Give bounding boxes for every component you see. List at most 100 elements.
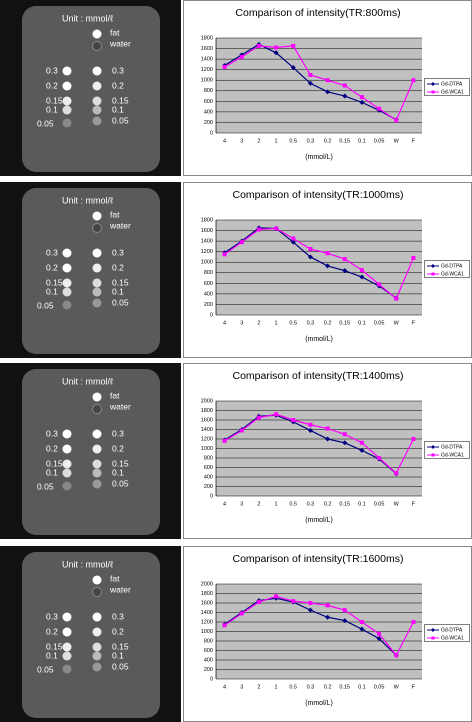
y-tick-label: 1800 xyxy=(201,35,213,41)
vial xyxy=(63,288,72,297)
left-label: 0.3 xyxy=(46,65,58,75)
x-tick-label: 4 xyxy=(223,684,226,690)
vial xyxy=(93,299,102,308)
fat-label: fat xyxy=(110,209,120,219)
chart-title: Comparison of intensity(TR:800ms) xyxy=(235,7,400,19)
legend-marker xyxy=(432,454,435,457)
marker xyxy=(240,611,244,615)
vial xyxy=(93,117,102,126)
x-tick-label: 4 xyxy=(223,138,226,144)
y-tick-label: 0 xyxy=(210,676,213,682)
left-label: 0.2 xyxy=(46,626,58,636)
y-tick-label: 600 xyxy=(204,99,213,105)
left-label: 0.3 xyxy=(46,247,58,257)
x-tick-label: 0.2 xyxy=(324,320,332,326)
y-tick-label: 0 xyxy=(210,312,213,318)
water-label: water xyxy=(109,584,131,594)
vial xyxy=(93,106,102,115)
unit-label: Unit : mmol/ℓ xyxy=(62,13,114,23)
legend-marker xyxy=(432,637,435,640)
marker xyxy=(360,620,364,624)
y-tick-label: 800 xyxy=(204,455,213,461)
right-label: 0.2 xyxy=(112,80,124,90)
left-label: 0.1 xyxy=(46,104,58,114)
y-tick-label: 1800 xyxy=(201,217,213,223)
x-tick-label: 1 xyxy=(275,320,278,326)
legend-label: Gd-WCA1 xyxy=(441,271,464,277)
y-tick-label: 1400 xyxy=(201,610,213,616)
x-tick-label: 1 xyxy=(275,501,278,507)
vial xyxy=(93,643,102,652)
fat-label: fat xyxy=(110,27,120,37)
vial xyxy=(93,480,102,489)
legend-label: Gd-DTPA xyxy=(441,81,463,87)
x-tick-label: 0.05 xyxy=(374,684,385,690)
right-label: 0.1 xyxy=(112,467,124,477)
x-tick-label: 0.15 xyxy=(339,138,350,144)
marker xyxy=(377,107,381,111)
left-label: 0.05 xyxy=(37,481,54,491)
phantom xyxy=(22,369,160,535)
right-label: 0.1 xyxy=(112,286,124,296)
vial xyxy=(93,279,102,288)
marker xyxy=(308,601,312,605)
y-tick-label: 1800 xyxy=(201,591,213,597)
vial xyxy=(93,652,102,661)
y-tick-label: 1400 xyxy=(201,427,213,433)
marker xyxy=(274,46,278,50)
marker xyxy=(240,240,244,244)
plot-area xyxy=(216,220,422,315)
x-tick-label: 1 xyxy=(275,138,278,144)
marker xyxy=(394,653,398,657)
vial xyxy=(93,588,102,597)
x-tick-label: 0.1 xyxy=(358,320,366,326)
y-tick-label: 1000 xyxy=(201,446,213,452)
vial xyxy=(63,119,72,128)
marker xyxy=(360,268,364,272)
marker xyxy=(308,423,312,427)
y-tick-label: 1200 xyxy=(201,67,213,73)
y-tick-label: 200 xyxy=(204,484,213,490)
x-tick-label: 0.3 xyxy=(307,501,315,507)
y-tick-label: 2000 xyxy=(201,581,213,587)
x-axis-label: (mmol/L) xyxy=(305,700,333,707)
right-label: 0.1 xyxy=(112,104,124,114)
x-tick-label: 0.1 xyxy=(358,501,366,507)
x-tick-label: 2 xyxy=(257,684,260,690)
marker xyxy=(360,441,364,445)
right-label: 0.2 xyxy=(112,626,124,636)
marker xyxy=(343,84,347,88)
vial xyxy=(63,82,72,91)
unit-label: Unit : mmol/ℓ xyxy=(62,559,114,569)
x-tick-label: 2 xyxy=(257,138,260,144)
x-tick-label: 3 xyxy=(240,138,243,144)
marker xyxy=(257,600,261,604)
marker xyxy=(377,282,381,286)
x-tick-label: 0.15 xyxy=(339,320,350,326)
x-tick-label: 3 xyxy=(240,501,243,507)
y-tick-label: 400 xyxy=(204,109,213,115)
vial xyxy=(63,264,72,273)
x-tick-label: 0.3 xyxy=(307,320,315,326)
x-tick-label: 0.5 xyxy=(289,684,297,690)
phantom xyxy=(22,552,160,718)
marker xyxy=(326,78,330,82)
left-label: 0.05 xyxy=(37,118,54,128)
vial xyxy=(63,279,72,288)
water-label: water xyxy=(109,220,131,230)
legend-label: Gd-WCA1 xyxy=(441,89,464,95)
marker xyxy=(343,608,347,612)
fat-label: fat xyxy=(110,573,120,583)
marker xyxy=(411,620,415,624)
marker xyxy=(291,418,295,422)
marker xyxy=(411,256,415,260)
right-label: 0.3 xyxy=(112,428,124,438)
right-label: 0.2 xyxy=(112,262,124,272)
y-tick-label: 1000 xyxy=(201,629,213,635)
x-tick-label: 0.15 xyxy=(339,684,350,690)
y-tick-label: 600 xyxy=(204,281,213,287)
y-tick-label: 200 xyxy=(204,302,213,308)
marker xyxy=(223,623,227,627)
vial xyxy=(63,460,72,469)
marker xyxy=(274,226,278,230)
